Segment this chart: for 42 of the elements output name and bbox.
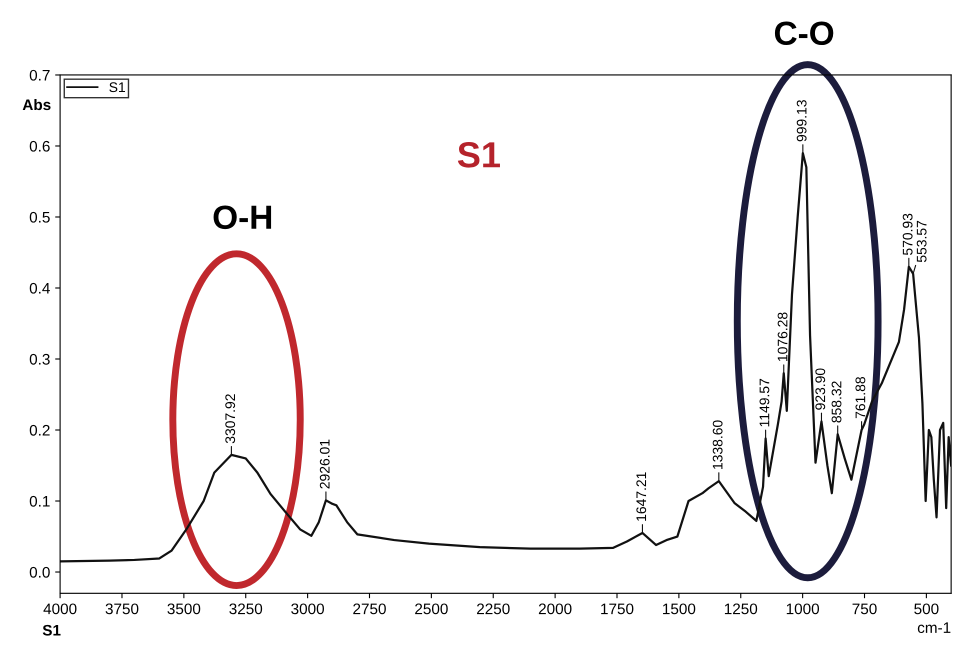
text: C-O [774,21,834,46]
y-tick-label: 0.0 [30,566,50,578]
y-tick-label: 0.1 [30,496,50,507]
x-tick-label: 2500 [415,603,448,614]
annotation: 1338.60 [712,420,723,469]
legend-label: S1 [109,82,126,92]
annotation: 761.88 [855,377,866,418]
x-tick-label: 750 [852,603,877,614]
y-tick-label: 0.3 [30,354,50,365]
x-tick-label: 3000 [291,603,324,614]
x-tick-label: 2000 [538,603,572,614]
annotation: 1149.57 [760,378,770,426]
annotation: O-H [214,205,272,230]
annotation: 2926.01 [320,440,330,488]
x-tick-label: 3500 [167,603,200,614]
annotation: 1076.28 [778,312,788,362]
y-tick-label: 0.6 [30,140,50,152]
x-axis-title: cm-1 [918,622,950,634]
x-tick-label: 1000 [786,603,820,614]
y-tick-label: 0.5 [30,212,50,223]
y-axis-title: Abs [22,98,51,110]
x-tick-label: 2250 [477,603,510,614]
text: S1 [42,624,61,636]
annotation: 570.93 [902,214,913,256]
x-tick-label: 1250 [724,603,758,614]
x-tick-label: 1500 [663,603,696,614]
x-tick-label: 500 [914,603,939,614]
y-tick-label: 0.4 [30,282,50,294]
y-tick-label: 0.2 [30,424,50,436]
annotation: 923.90 [815,368,826,410]
x-tick-label: 4000 [43,603,76,614]
text: S1 [458,142,500,168]
y-tick-label: 0.7 [30,70,50,81]
x-tick-label: 2750 [353,603,386,614]
x-tick-label: 3250 [229,603,262,614]
annotation: 3307.92 [225,394,236,444]
annotation: 999.13 [796,100,807,142]
x-tick-label: 3750 [106,603,138,614]
x-tick-label: 1750 [601,603,634,614]
annotation: 553.57 [916,220,927,262]
annotation: 1647.21 [636,472,646,521]
annotation: 858.32 [832,381,842,423]
